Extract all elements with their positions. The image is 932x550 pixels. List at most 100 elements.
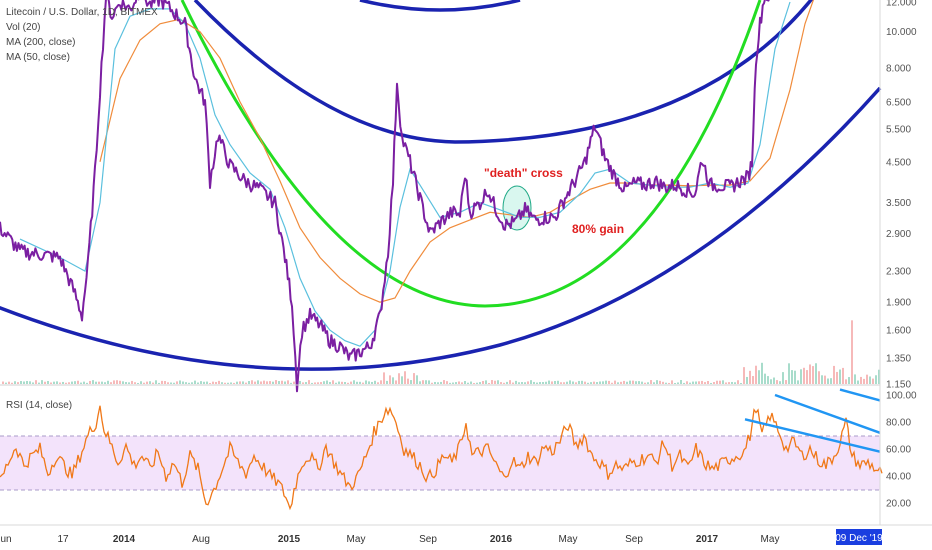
volume-bar: [347, 382, 349, 384]
legend-ma200: MA (200, close): [6, 37, 76, 48]
volume-bar: [29, 381, 31, 384]
volume-bar: [410, 380, 412, 384]
price-y-tick-6: 3.500: [886, 198, 911, 209]
volume-bar: [689, 382, 691, 384]
volume-bar: [332, 380, 334, 384]
volume-bar: [761, 362, 763, 384]
volume-bar: [563, 382, 565, 384]
volume-bar: [545, 381, 547, 384]
volume-bar: [869, 376, 871, 384]
volume-bar: [641, 381, 643, 384]
volume-bar: [398, 373, 400, 384]
volume-bar: [716, 380, 718, 384]
volume-bar: [74, 381, 76, 384]
volume-bar: [878, 369, 880, 384]
volume-bar: [434, 381, 436, 384]
volume-bar: [518, 382, 520, 384]
volume-bar: [281, 380, 283, 384]
price-y-tick-2: 8.000: [886, 64, 911, 75]
volume-bar: [698, 381, 700, 384]
volume-bar: [320, 382, 322, 384]
volume-bar: [746, 376, 748, 384]
volume-bar: [386, 380, 388, 384]
volume-bar: [839, 369, 841, 384]
volume-bar: [557, 380, 559, 384]
volume-bar: [17, 382, 19, 384]
volume-bar: [98, 381, 100, 384]
volume-bar: [329, 381, 331, 384]
volume-bar: [584, 381, 586, 384]
x-tick-9: Sep: [625, 534, 643, 545]
volume-bar: [62, 381, 64, 384]
volume-bar: [758, 370, 760, 384]
volume-bar: [812, 366, 814, 384]
volume-bar: [314, 382, 316, 384]
volume-bar: [704, 382, 706, 384]
volume-bar: [836, 371, 838, 384]
x-tick-2: 2014: [113, 534, 136, 545]
volume-bar: [797, 380, 799, 384]
volume-bar: [2, 381, 4, 384]
volume-bar: [440, 381, 442, 384]
legend-ma50: MA (50, close): [6, 52, 70, 63]
volume-bar: [374, 380, 376, 384]
volume-bar: [719, 380, 721, 384]
volume-bar: [494, 380, 496, 384]
x-tick-10: 2017: [696, 534, 719, 545]
rsi-y-tick-4: 20.00: [886, 499, 911, 510]
volume-bar: [629, 380, 631, 384]
volume-bar: [845, 379, 847, 384]
volume-bar: [242, 381, 244, 384]
volume-bar: [362, 382, 364, 384]
volume-bar: [548, 380, 550, 384]
volume-bar: [437, 382, 439, 384]
date-badge-bg: [836, 529, 882, 545]
volume-bar: [266, 381, 268, 384]
volume-bar: [665, 382, 667, 384]
volume-bar: [422, 380, 424, 384]
legend-title: Litecoin / U.S. Dollar, 1D, BITMEX: [6, 7, 158, 18]
price-y-tick-3: 6.500: [886, 97, 911, 108]
volume-bar: [89, 380, 91, 384]
volume-bar: [176, 381, 178, 384]
green-arc: [180, 0, 762, 308]
volume-bar: [560, 382, 562, 384]
volume-bar: [554, 380, 556, 384]
volume-bar: [227, 382, 229, 384]
death-cross-marker: [502, 185, 532, 231]
death-cross-annotation: "death" cross: [484, 166, 563, 180]
volume-bar: [512, 382, 514, 384]
price-y-tick-7: 2.900: [886, 229, 911, 240]
volume-bar: [635, 381, 637, 384]
volume-bar: [800, 369, 802, 384]
volume-bar: [683, 382, 685, 384]
x-tick-7: 2016: [490, 534, 513, 545]
volume-bar: [587, 382, 589, 384]
volume-bar: [188, 382, 190, 384]
volume-bar: [701, 380, 703, 384]
volume-bar: [278, 381, 280, 384]
volume-bar: [407, 378, 409, 384]
volume-bar: [131, 380, 133, 384]
volume-bar: [731, 381, 733, 384]
volume-bar: [149, 381, 151, 384]
volume-bar: [467, 382, 469, 384]
volume-bar: [734, 382, 736, 384]
volume-bar: [578, 380, 580, 384]
volume-bar: [77, 380, 79, 384]
volume-bar: [842, 367, 844, 384]
rsi-trendline-0: [744, 418, 881, 453]
volume-bar: [308, 380, 310, 384]
volume-bar: [485, 380, 487, 384]
volume-bar: [605, 380, 607, 384]
volume-bar: [443, 380, 445, 384]
volume-bar: [509, 380, 511, 384]
volume-bar: [56, 381, 58, 384]
volume-bar: [449, 382, 451, 384]
volume-bar: [335, 382, 337, 384]
volume-bar: [125, 382, 127, 384]
volume-bar: [293, 381, 295, 384]
volume-bar: [248, 381, 250, 384]
volume-bar: [722, 380, 724, 384]
